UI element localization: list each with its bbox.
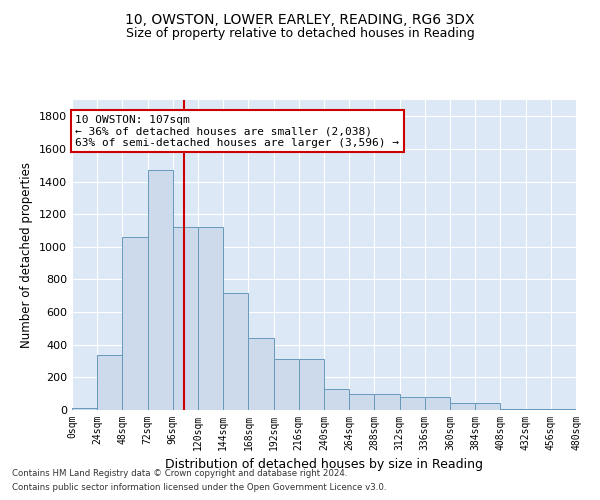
Bar (500, 409, 526, 410)
Bar (274, 360, 299, 410)
Bar (173, 228, 198, 410)
Bar (198, 228, 223, 410)
Bar (450, 404, 475, 410)
Bar (148, 170, 173, 410)
Bar (400, 397, 425, 410)
Bar (72, 408, 97, 410)
Text: Size of property relative to detached houses in Reading: Size of property relative to detached ho… (125, 28, 475, 40)
Text: Contains HM Land Registry data © Crown copyright and database right 2024.: Contains HM Land Registry data © Crown c… (12, 468, 347, 477)
Text: 10 OWSTON: 107sqm
← 36% of detached houses are smaller (2,038)
63% of semi-detac: 10 OWSTON: 107sqm ← 36% of detached hous… (75, 114, 399, 148)
Bar (526, 409, 551, 410)
Text: 10, OWSTON, LOWER EARLEY, READING, RG6 3DX: 10, OWSTON, LOWER EARLEY, READING, RG6 3… (125, 12, 475, 26)
Bar (223, 292, 248, 410)
Bar (248, 338, 274, 410)
Bar (324, 389, 349, 410)
Bar (97, 354, 122, 410)
Bar (374, 394, 400, 410)
X-axis label: Distribution of detached houses by size in Reading: Distribution of detached houses by size … (165, 458, 483, 471)
Bar (551, 409, 576, 410)
Text: Contains public sector information licensed under the Open Government Licence v3: Contains public sector information licen… (12, 484, 386, 492)
Bar (425, 397, 450, 410)
Bar (299, 360, 324, 410)
Bar (475, 404, 500, 410)
Y-axis label: Number of detached properties: Number of detached properties (20, 162, 34, 348)
Bar (349, 394, 374, 410)
Bar (122, 237, 148, 410)
